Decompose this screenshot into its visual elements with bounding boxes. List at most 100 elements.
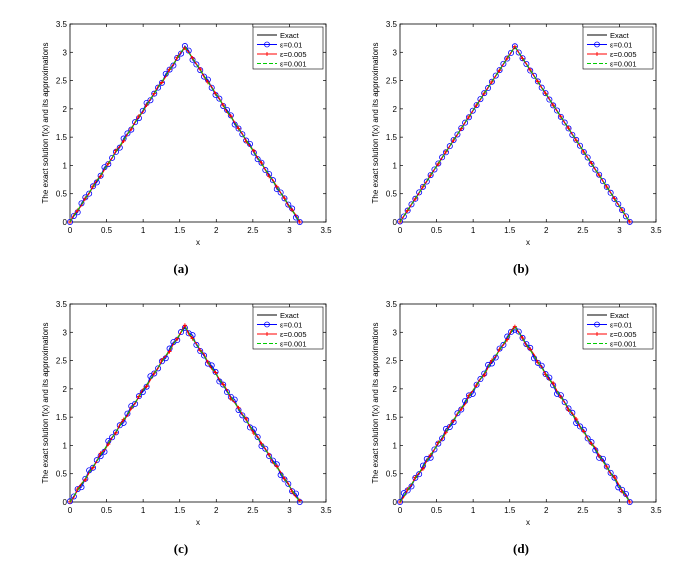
x-tick-label: 2.5 [247,226,259,235]
series-eps-0.005-point [259,441,264,446]
series-eps-0.01-point [281,195,288,202]
series-eps-0.01-point [404,207,411,214]
panel-caption: (a) [173,261,188,276]
series-eps-0.005-point [505,337,510,342]
y-tick-label: 2 [393,385,398,394]
x-tick-label: 2.5 [247,506,259,515]
series-eps-0.01-point [132,400,139,407]
series-eps-0.01-point [473,102,480,109]
series-eps-0.005-point [466,114,471,119]
series-eps-0.01-point [220,381,227,388]
series-eps-0.01-point [269,177,276,184]
series-eps-0.01-point [89,464,96,471]
series-eps-0.01-point [158,79,165,86]
series-eps-0.01-point [151,370,158,377]
x-tick-label: 0.5 [101,506,113,515]
y-tick-label: 1 [393,161,398,170]
y-axis-label: The exact solution f(x) and its approxim… [41,43,50,204]
legend-box [582,26,654,70]
series-eps-0.005-point [574,417,579,422]
y-tick-label: 0.5 [386,470,398,479]
series-eps-0.01-point [542,371,549,378]
x-tick-label: 3 [287,506,292,515]
x-tick-label: 3.5 [650,506,662,515]
series-eps-0.005-point [589,441,594,446]
x-tick-label: 3.5 [320,226,332,235]
series-eps-0.005-point [190,336,195,341]
series-eps-0.005-point [597,173,602,178]
series-eps-0.01-point [254,433,261,440]
series-eps-0.01-point [446,143,453,150]
legend-marker [265,332,269,336]
y-tick-label: 2 [63,105,68,114]
series-eps-0.01-point [419,183,426,190]
legend-box [252,306,324,350]
series-eps-0.01-point [143,383,150,390]
series-eps-0.005-point [274,184,279,189]
legend-marker [265,52,269,56]
chart-panel-4: 0 0.5 1 1.5 2 2.5 3 3.5 0 0.5 1 1.5 2 2.5 3 3.5 x The exa… [371,300,662,556]
series-eps-0.005-point [497,68,502,73]
series-eps-0.01-point [396,218,403,225]
legend-label: ε=0.005 [610,330,637,339]
series-eps-0.005-point [244,416,249,421]
series-eps-0.005-point [581,150,586,155]
series-eps-0.01-point [561,399,568,406]
series-eps-0.01-point [615,201,622,208]
series-eps-0.01-point [508,49,515,56]
series-eps-0.01-point [178,50,185,57]
x-tick-label: 3 [617,226,622,235]
series-eps-0.01-point [576,142,583,149]
series-eps-0.01-point [201,352,208,359]
legend-label: ε=0.01 [610,41,632,50]
legend-marker [264,41,270,48]
series-eps-0.01-point [147,97,154,104]
x-tick-label: 1 [471,226,476,235]
series-eps-0.005-point [420,466,425,471]
series-eps-0.01-point [109,434,116,441]
panel-caption: (d) [513,541,529,556]
legend-label: ε=0.001 [280,60,307,69]
series-eps-0.01-point [112,429,119,436]
series-eps-0.005-point [535,79,540,84]
series-eps-0.01-point [216,95,223,102]
series-eps-0.01-point [155,84,162,91]
series-eps-0.01-point [412,474,419,481]
series-eps-0.01-point [500,60,507,67]
series-eps-0.005-point [451,418,456,423]
series-eps-0.005-point [443,149,448,154]
series-eps-0.01-point [565,125,572,132]
y-tick-label: 0 [393,218,398,227]
series-eps-0.01-point [584,154,591,161]
series-eps-0.005-point [512,324,517,329]
legend-label: Exact [280,31,300,40]
series-eps-0.01-point [105,161,112,168]
series-eps-0.01-point [603,183,610,190]
series-eps-0.005-point [551,103,556,108]
series-eps-0.01-point [262,167,269,174]
series-eps-0.005-point [558,114,563,119]
series-eps-0.01-point [611,196,618,203]
series-eps-0.01-point [554,107,561,114]
series-eps-0.01-point [538,84,545,91]
x-tick-label: 2.5 [577,506,589,515]
series-eps-0.01-point [435,160,442,167]
chart-panel-3: 0 0.5 1 1.5 2 2.5 3 3.5 0 0.5 1 1.5 2 2.5 3 3.5 x The exa… [41,300,332,556]
legend-label: ε=0.01 [280,41,302,50]
series-eps-0.01-point [185,330,192,337]
series-eps-0.01-point [178,329,185,336]
legend-label: Exact [610,31,630,40]
series-eps-0.005-point [581,429,586,434]
series-eps-0.005-point [144,384,149,389]
series-eps-0.01-point [281,476,288,483]
y-axis-label: The exact solution f(x) and its approxim… [371,43,380,204]
legend-label: ε=0.01 [280,321,302,330]
series-eps-0.01-point [592,166,599,173]
series-eps-0.01-point [97,172,104,179]
series-eps-0.01-point [427,172,434,179]
y-tick-label: 3.5 [56,20,68,29]
series-eps-0.01-point [416,471,423,478]
series-eps-0.005-point [106,161,111,166]
legend-label: Exact [280,311,300,320]
series-eps-0.01-point [546,96,553,103]
